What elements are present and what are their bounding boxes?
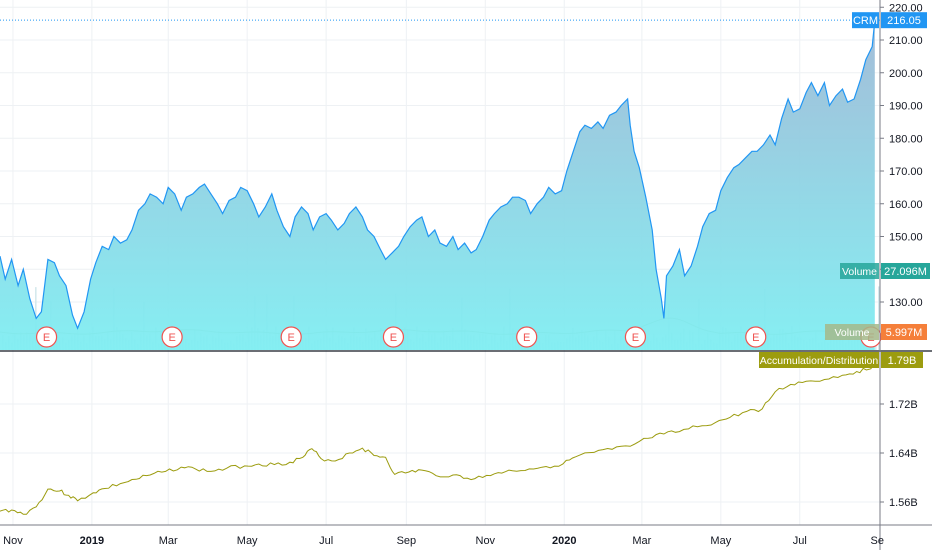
ad-line	[0, 360, 876, 515]
ad-value-label: 1.79B	[888, 355, 917, 367]
time-tick-label: Jul	[319, 535, 333, 547]
earnings-marker[interactable]: E	[161, 326, 183, 348]
earnings-marker-label: E	[752, 332, 759, 344]
last-price-label: 216.05	[887, 15, 921, 27]
volume-value-badge	[881, 263, 930, 279]
value-labels: CRM 216.05 Volume 27.096M Volume 5.997M Accumu…	[0, 12, 930, 368]
earnings-marker-circle	[161, 326, 183, 348]
earnings-marker-label: E	[632, 332, 639, 344]
ad-tick-label: 1.64B	[889, 448, 918, 460]
time-tick-label: May	[710, 535, 731, 547]
price-tick-label: 130.00	[889, 297, 923, 309]
time-tick-label: Se	[871, 535, 884, 547]
volume-ma-name-badge	[825, 324, 879, 340]
time-tick-label: Mar	[159, 535, 178, 547]
ad-name-badge	[759, 352, 879, 368]
earnings-marker-circle	[745, 326, 767, 348]
earnings-marker-circle	[382, 326, 405, 348]
volume-ma-value-label: 5.997M	[886, 327, 923, 339]
price-area	[0, 20, 875, 351]
price-tick-label: 160.00	[889, 199, 923, 211]
ad-tick-label: 1.56B	[889, 497, 918, 509]
time-tick-label: Nov	[3, 535, 23, 547]
ad-value-badge	[881, 352, 923, 368]
price-tick-label: 150.00	[889, 232, 923, 244]
accumulation-distribution-series	[0, 360, 876, 515]
earnings-marker-circle	[35, 326, 58, 348]
earnings-marker[interactable]: E	[624, 326, 647, 348]
ad-tick-label: 1.72B	[889, 399, 918, 411]
time-tick-label: 2019	[80, 535, 104, 547]
price-tick-label: 180.00	[889, 133, 923, 145]
price-tick-label: 170.00	[889, 166, 923, 178]
volume-value-label: 27.096M	[884, 266, 927, 278]
earnings-marker-circle	[516, 326, 538, 348]
price-tick-label: 220.00	[889, 2, 923, 14]
volume-bar	[878, 286, 880, 350]
price-tick-label: 210.00	[889, 35, 923, 47]
time-tick-label: May	[237, 535, 258, 547]
earnings-marker[interactable]: E	[382, 326, 405, 348]
ad-name-label: Accumulation/Distribution	[760, 355, 879, 367]
time-tick-label: Mar	[632, 535, 651, 547]
time-tick-label: 2020	[552, 535, 576, 547]
volume-name-badge	[840, 263, 879, 279]
earnings-marker[interactable]: E	[280, 326, 302, 348]
volume-ma-name-label: Volume	[834, 327, 869, 339]
earnings-marker-label: E	[523, 332, 530, 344]
symbol-badge	[852, 12, 879, 29]
time-tick-label: Sep	[397, 535, 417, 547]
earnings-marker-label: E	[288, 332, 295, 344]
time-tick-label: Nov	[476, 535, 496, 547]
earnings-marker[interactable]: E	[516, 326, 538, 348]
earnings-marker-label: E	[168, 332, 175, 344]
price-tick-label: 200.00	[889, 68, 923, 80]
earnings-marker-label: E	[390, 332, 397, 344]
earnings-marker-label: E	[43, 332, 50, 344]
price-tick-label: 190.00	[889, 101, 923, 113]
earnings-marker[interactable]: E	[745, 326, 767, 348]
volume-ma-value-badge	[881, 324, 927, 340]
symbol-badge-label: CRM	[853, 15, 878, 27]
time-tick-label: Jul	[793, 535, 807, 547]
earnings-marker[interactable]: E	[35, 326, 58, 348]
price-series	[0, 20, 876, 351]
volume-name-label: Volume	[842, 266, 877, 278]
price-line	[0, 20, 876, 330]
last-price-badge	[881, 12, 927, 29]
earnings-marker-circle	[280, 326, 302, 348]
earnings-marker-circle	[624, 326, 647, 348]
